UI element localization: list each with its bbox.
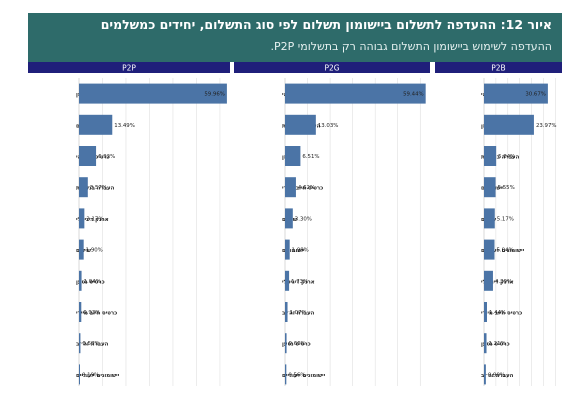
category-label: ארנק דיגיטלי: [481, 279, 514, 285]
bar: [285, 239, 290, 260]
bar: [285, 333, 287, 354]
category-label: יישומונים ייעודיים: [76, 373, 120, 379]
category-label: העברה בנקאית: [76, 186, 115, 192]
data-label: 59.44%: [403, 92, 424, 98]
bar: [285, 146, 301, 166]
bar: [79, 270, 82, 291]
bar: [484, 83, 548, 104]
panel-header-bar-p2g: [234, 62, 430, 73]
panel-header-bar-p2p: [28, 62, 230, 73]
bar: [484, 146, 497, 166]
data-label: 59.96%: [204, 92, 225, 98]
data-label: 1.04%: [84, 279, 101, 285]
panel-title-p2g: P2G: [324, 64, 339, 73]
figure-header: איור 12: ההעדפה לתשלום ביישומון תשלום לפ…: [28, 13, 562, 62]
bar: [79, 239, 84, 260]
bar: [484, 239, 495, 260]
bar: [79, 146, 97, 166]
panel-title-p2b: P2B: [491, 64, 505, 73]
data-label: 4.62%: [298, 185, 315, 191]
bar: [484, 333, 487, 354]
bar: [285, 270, 290, 291]
bar: [285, 364, 287, 385]
category-label: יישומונים: [282, 248, 305, 254]
data-label: 1.44%: [489, 310, 506, 316]
bar: [79, 83, 227, 104]
bar: [285, 114, 316, 135]
data-label: 0.90%: [488, 372, 505, 378]
data-label: 0.19%: [82, 372, 99, 378]
figure-subtitle: ההעדפה לשימוש ביישומון התשלום גבוהה רק ב…: [270, 40, 552, 53]
data-label: 13.49%: [114, 123, 135, 129]
category-label: העברת זה״ב: [481, 373, 514, 379]
bar: [484, 208, 495, 229]
bar: [484, 177, 496, 198]
panel-header-bar-p2b: [435, 62, 562, 73]
bar: [484, 302, 487, 322]
bar: [285, 177, 296, 198]
data-label: 6.51%: [302, 154, 319, 160]
data-label: 0.66%: [289, 341, 306, 347]
category-label: כרטיס נטען: [282, 342, 311, 348]
data-label: 5.55%: [498, 185, 515, 191]
bar: [285, 302, 288, 322]
data-label: 0.93%: [83, 310, 100, 316]
category-label: העברת זה״ב: [282, 311, 315, 317]
bar: [79, 333, 81, 354]
data-label: 1.21%: [489, 341, 506, 347]
bar: [79, 177, 88, 198]
category-label: העברת זה״ב: [76, 342, 109, 348]
data-label: 1.98%: [292, 248, 309, 254]
bar: [79, 208, 85, 229]
bar: [79, 114, 113, 135]
bar: [484, 364, 486, 385]
category-label: העברה בנקאית: [481, 155, 520, 161]
category-label: כרטיס חיוב מיידי: [76, 311, 117, 317]
data-label: 1.07%: [290, 310, 307, 316]
data-label: 0.58%: [82, 341, 99, 347]
data-label: 0.56%: [288, 372, 305, 378]
data-label: 4.30%: [495, 279, 512, 285]
category-label: יישומונים ייעודיים: [282, 373, 326, 379]
bar: [484, 114, 534, 135]
bar: [79, 364, 80, 385]
bar: [285, 83, 426, 104]
data-label: 3.57%: [90, 185, 107, 191]
category-label: כרטיס נטען: [481, 342, 510, 348]
data-label: 1.73%: [291, 279, 308, 285]
bar: [79, 302, 82, 322]
category-label: ארנק דיגיטלי: [282, 279, 315, 285]
data-label: 5.04%: [497, 248, 514, 254]
panel-title-p2p: P2P: [122, 64, 136, 73]
data-label: 5.84%: [498, 154, 515, 160]
category-label: כרטיס נטען: [76, 279, 105, 285]
data-label: 13.03%: [318, 123, 339, 129]
data-label: 3.30%: [295, 216, 312, 222]
data-label: 6.92%: [98, 154, 115, 160]
category-label: כרטיס חיוב מיידי: [481, 311, 522, 317]
data-label: 23.97%: [536, 123, 557, 129]
category-label: כרטיס חיוב מיידי: [282, 186, 323, 192]
bar: [285, 208, 293, 229]
category-label: ארנק דיגיטלי: [76, 217, 109, 223]
data-label: 30.67%: [525, 92, 546, 98]
bar: [484, 270, 493, 291]
data-label: 2.17%: [86, 216, 103, 222]
figure-title: איור 12: ההעדפה לתשלום ביישומון תשלום לפ…: [100, 17, 552, 32]
category-label: שיקים: [76, 248, 92, 254]
data-label: 1.90%: [86, 248, 103, 254]
data-label: 5.17%: [497, 216, 514, 222]
category-label: יישומונים ייעודיים: [481, 248, 525, 254]
